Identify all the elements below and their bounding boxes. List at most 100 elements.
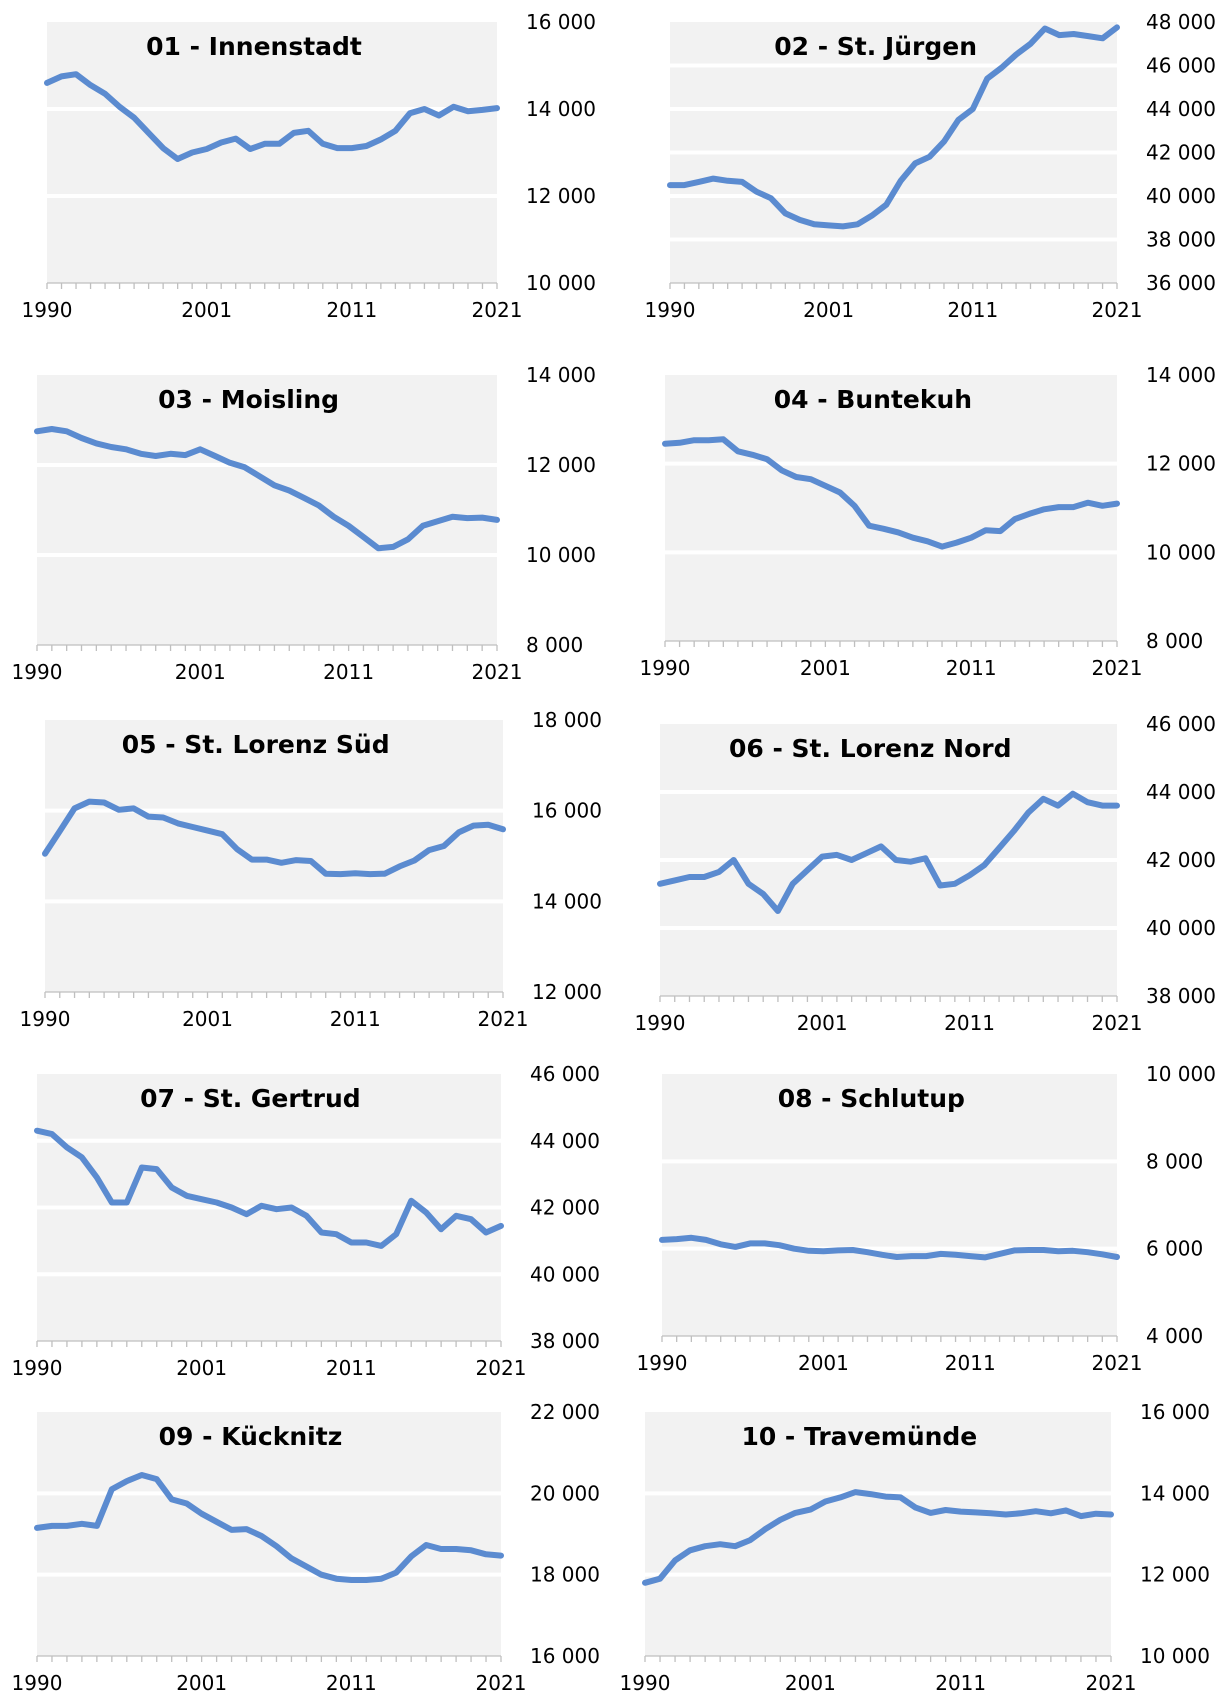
x-tick-label: 2021	[472, 298, 523, 322]
x-tick-label: 2001	[175, 660, 226, 684]
x-tick-label: 2011	[944, 1011, 995, 1035]
y-tick-label: 10 000	[1146, 1062, 1216, 1086]
series-line	[34, 1127, 504, 1249]
plot-area	[37, 375, 497, 645]
series-line	[662, 436, 1120, 550]
chart-title: 06 - St. Lorenz Nord	[729, 734, 1012, 763]
y-tick-label: 44 000	[1146, 97, 1216, 121]
y-tick-label: 10 000	[526, 271, 596, 295]
x-tick-label: 2001	[176, 1356, 227, 1380]
y-tick-label: 42 000	[1146, 141, 1216, 165]
y-tick-label: 22 000	[530, 1400, 600, 1424]
x-tick-label: 2001	[176, 1671, 227, 1695]
x-tick-label: 2001	[181, 298, 232, 322]
y-tick-label: 38 000	[1146, 984, 1216, 1008]
x-tick-label: 2001	[182, 1007, 233, 1031]
y-tick-label: 40 000	[1146, 184, 1216, 208]
x-tick-label: 2021	[1086, 1671, 1137, 1695]
plot-area	[47, 22, 497, 283]
chart-title: 08 - Schlutup	[778, 1084, 965, 1113]
x-tick-label: 1990	[635, 1011, 686, 1035]
y-tick-label: 14 000	[526, 363, 596, 387]
y-tick-label: 4 000	[1146, 1324, 1203, 1348]
x-tick-label: 1990	[20, 1007, 71, 1031]
y-tick-label: 40 000	[530, 1262, 600, 1286]
y-tick-label: 14 000	[1146, 363, 1216, 387]
series-line	[44, 71, 500, 162]
y-tick-label: 48 000	[1146, 10, 1216, 34]
series-line	[659, 1234, 1120, 1261]
chart-title: 05 - St. Lorenz Süd	[122, 730, 390, 759]
y-tick-label: 18 000	[530, 1563, 600, 1587]
x-tick-label: 2021	[478, 1007, 529, 1031]
series-line	[667, 24, 1120, 230]
x-tick-label: 2001	[800, 656, 851, 680]
y-tick-label: 16 000	[1140, 1400, 1210, 1424]
x-tick-label: 2001	[797, 1011, 848, 1035]
x-tick-label: 1990	[12, 1356, 63, 1380]
plot-area	[37, 1412, 501, 1656]
y-tick-label: 12 000	[526, 184, 596, 208]
x-tick-label: 2011	[945, 1351, 996, 1375]
chart-title: 02 - St. Jürgen	[774, 32, 977, 61]
chart-title: 10 - Travemünde	[741, 1422, 977, 1451]
y-tick-label: 16 000	[526, 10, 596, 34]
x-tick-label: 2011	[326, 1356, 377, 1380]
x-tick-label: 2011	[947, 298, 998, 322]
x-tick-label: 2001	[785, 1671, 836, 1695]
y-tick-label: 46 000	[1146, 54, 1216, 78]
x-tick-label: 1990	[640, 656, 691, 680]
chart-title: 04 - Buntekuh	[774, 385, 972, 414]
y-tick-label: 16 000	[530, 1644, 600, 1668]
x-tick-label: 1990	[637, 1351, 688, 1375]
y-tick-label: 38 000	[1146, 228, 1216, 252]
x-tick-label: 1990	[22, 298, 73, 322]
x-tick-label: 2011	[326, 1671, 377, 1695]
x-tick-label: 1990	[12, 660, 63, 684]
plot-area	[662, 1074, 1117, 1336]
y-tick-label: 18 000	[532, 708, 602, 732]
series-line	[34, 426, 500, 552]
y-tick-label: 10 000	[1140, 1644, 1210, 1668]
x-tick-label: 2011	[935, 1671, 986, 1695]
chart-title: 01 - Innenstadt	[146, 32, 362, 61]
y-tick-label: 12 000	[1146, 452, 1216, 476]
x-tick-label: 1990	[12, 1671, 63, 1695]
x-tick-label: 2021	[476, 1671, 527, 1695]
y-tick-label: 8 000	[1146, 629, 1203, 653]
y-tick-label: 14 000	[526, 97, 596, 121]
x-tick-label: 2011	[946, 656, 997, 680]
x-tick-label: 2021	[1092, 1351, 1143, 1375]
y-tick-label: 36 000	[1146, 271, 1216, 295]
y-tick-label: 12 000	[532, 980, 602, 1004]
x-tick-label: 2001	[798, 1351, 849, 1375]
x-tick-label: 2001	[803, 298, 854, 322]
y-tick-label: 10 000	[526, 543, 596, 567]
series-line	[642, 1489, 1114, 1586]
y-tick-label: 44 000	[530, 1129, 600, 1153]
series-line	[34, 1472, 504, 1583]
y-tick-label: 20 000	[530, 1481, 600, 1505]
y-tick-label: 42 000	[530, 1196, 600, 1220]
chart-title: 09 - Kücknitz	[159, 1422, 343, 1451]
y-tick-label: 8 000	[1146, 1149, 1203, 1173]
y-tick-label: 8 000	[526, 633, 583, 657]
x-tick-label: 2021	[1092, 1011, 1143, 1035]
x-tick-label: 1990	[645, 298, 696, 322]
x-tick-label: 2011	[326, 298, 377, 322]
x-tick-label: 2011	[323, 660, 374, 684]
y-tick-label: 14 000	[1140, 1481, 1210, 1505]
y-tick-label: 38 000	[530, 1329, 600, 1353]
x-tick-label: 1990	[620, 1671, 671, 1695]
x-tick-label: 2021	[472, 660, 523, 684]
